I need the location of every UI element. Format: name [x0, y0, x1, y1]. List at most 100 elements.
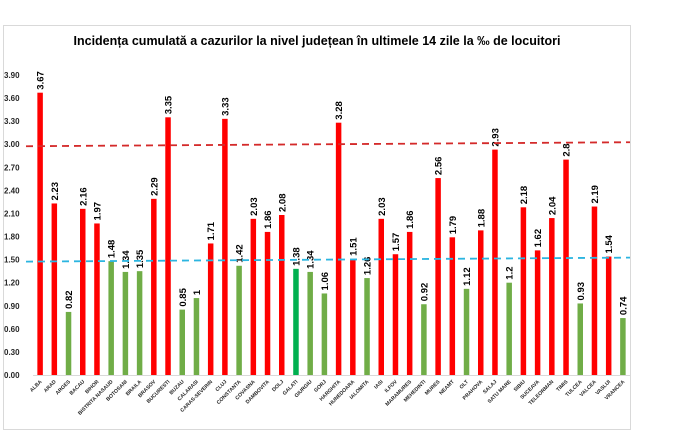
bar-suceava: [534, 250, 541, 375]
data-label: 2.16: [78, 187, 89, 206]
data-label: 2.04: [547, 196, 558, 215]
bar-bihor: [94, 223, 100, 375]
data-label: 1.54: [604, 234, 615, 253]
bar-brasov: [151, 198, 157, 375]
data-label: 0.85: [178, 287, 189, 306]
bar-dambovita: [264, 231, 271, 375]
data-label: 0.82: [64, 290, 75, 309]
bar-vaslui: [605, 256, 612, 375]
data-label: 2.23: [50, 182, 61, 201]
bar-botosani: [122, 271, 129, 375]
y-tick-label: 3.00: [4, 140, 20, 149]
bar-dolj: [279, 215, 285, 375]
data-labels: 3.672.230.822.161.971.481.34 1.352.293.35…: [36, 71, 630, 315]
data-label: 1.97: [92, 202, 103, 221]
bar-iasi: [378, 218, 384, 375]
data-label: 1.35: [135, 249, 146, 268]
reference-line-threshold-low: [25, 256, 631, 263]
bar-calarasi: [193, 298, 200, 375]
data-label: 2.8: [562, 143, 573, 156]
bar-valcea: [591, 206, 598, 375]
bar-caras-severin: [207, 243, 214, 375]
bar-vrancea: [620, 318, 626, 375]
data-label: 1.38: [291, 247, 302, 266]
bar-bistrita-nasaud: [108, 261, 114, 375]
data-label: 1.88: [476, 209, 487, 228]
y-tick-label: 1.80: [4, 233, 20, 242]
reference-lines: [25, 141, 631, 263]
y-tick-label: 0.60: [4, 325, 20, 334]
data-label: 2.19: [590, 185, 601, 204]
bar-ilfov: [392, 254, 399, 375]
bar-olt: [463, 288, 470, 375]
bar-maramures: [406, 231, 413, 375]
data-label: 1.48: [107, 240, 118, 259]
data-label: 1.51: [348, 237, 359, 256]
x-tick-label: NEAMT: [438, 379, 456, 397]
data-label: 0.92: [419, 283, 430, 302]
data-label: 2.93: [490, 128, 501, 147]
x-tick-label: ALBA: [29, 379, 44, 394]
x-tick-label: BACAU: [69, 379, 87, 397]
data-label: 3.67: [36, 71, 47, 90]
data-label: 2.03: [377, 197, 388, 216]
chart-title: Incidența cumulată a cazurilor la nivel …: [73, 34, 561, 48]
data-label: 2.29: [149, 177, 160, 196]
data-label: 3.35: [164, 95, 175, 114]
bar-timis: [563, 159, 569, 375]
y-tick-label: 0.90: [4, 302, 20, 311]
data-label: 0.74: [618, 296, 629, 315]
data-label: 1.86: [405, 210, 416, 229]
bar-bacau: [80, 208, 86, 375]
data-label: 0.93: [576, 282, 587, 301]
bar-neamt: [449, 237, 456, 375]
data-label: 1.06: [320, 272, 331, 291]
bar-harghita: [335, 122, 342, 375]
bars: [37, 92, 626, 376]
bar-cluj: [222, 118, 228, 375]
bar-tulcea: [577, 303, 583, 375]
bar-teleorman: [549, 218, 555, 375]
bar-buzau: [179, 309, 185, 375]
bar-mures: [435, 178, 441, 375]
bar-braila: [136, 271, 143, 375]
data-label: 1.62: [533, 229, 544, 248]
bar-alba: [37, 92, 43, 375]
y-tick-label: 2.40: [4, 186, 20, 195]
bar-hunedoara: [350, 258, 356, 375]
y-axis-ticks: 0.00 0.30 0.60 0.90 1.20 1.50 1.80 2.10 2.40 2.70…: [4, 71, 630, 380]
y-tick-label: 2.10: [4, 209, 20, 218]
bar-ialomita: [364, 278, 370, 375]
y-tick-label: 1.50: [4, 256, 20, 265]
data-label: 1.42: [235, 244, 246, 263]
data-label: 3.28: [334, 101, 345, 120]
data-label: 1.57: [391, 233, 402, 252]
y-tick-label: 0.00: [4, 371, 20, 380]
data-label: 1.71: [206, 221, 217, 240]
data-label: 1.79: [448, 216, 459, 235]
data-label: 1.2: [505, 266, 516, 279]
data-label: 1.34: [306, 250, 317, 269]
data-label: 1: [192, 289, 203, 295]
bar-prahova: [478, 230, 484, 375]
bar-sibiu: [520, 207, 527, 375]
data-label: 2.03: [249, 197, 260, 216]
bar-arges: [65, 311, 72, 375]
bar-constanta: [236, 265, 242, 375]
y-tick-label: 2.70: [4, 163, 20, 172]
y-tick-label: 0.30: [4, 348, 20, 357]
bar-arad: [51, 203, 58, 375]
data-label: 1.26: [363, 257, 374, 276]
bar-mehedinti: [421, 304, 427, 375]
y-tick-label: 3.60: [4, 94, 20, 103]
chart-frame: [3, 25, 631, 430]
bar-giurgiu: [307, 271, 313, 375]
y-tick-label: 1.20: [4, 279, 20, 288]
data-label: 1.12: [462, 267, 473, 286]
x-tick-label: IASI: [373, 379, 385, 391]
data-label: 1.34: [121, 250, 132, 269]
bar-bucuresti: [165, 117, 171, 376]
data-label: 3.33: [220, 97, 231, 116]
